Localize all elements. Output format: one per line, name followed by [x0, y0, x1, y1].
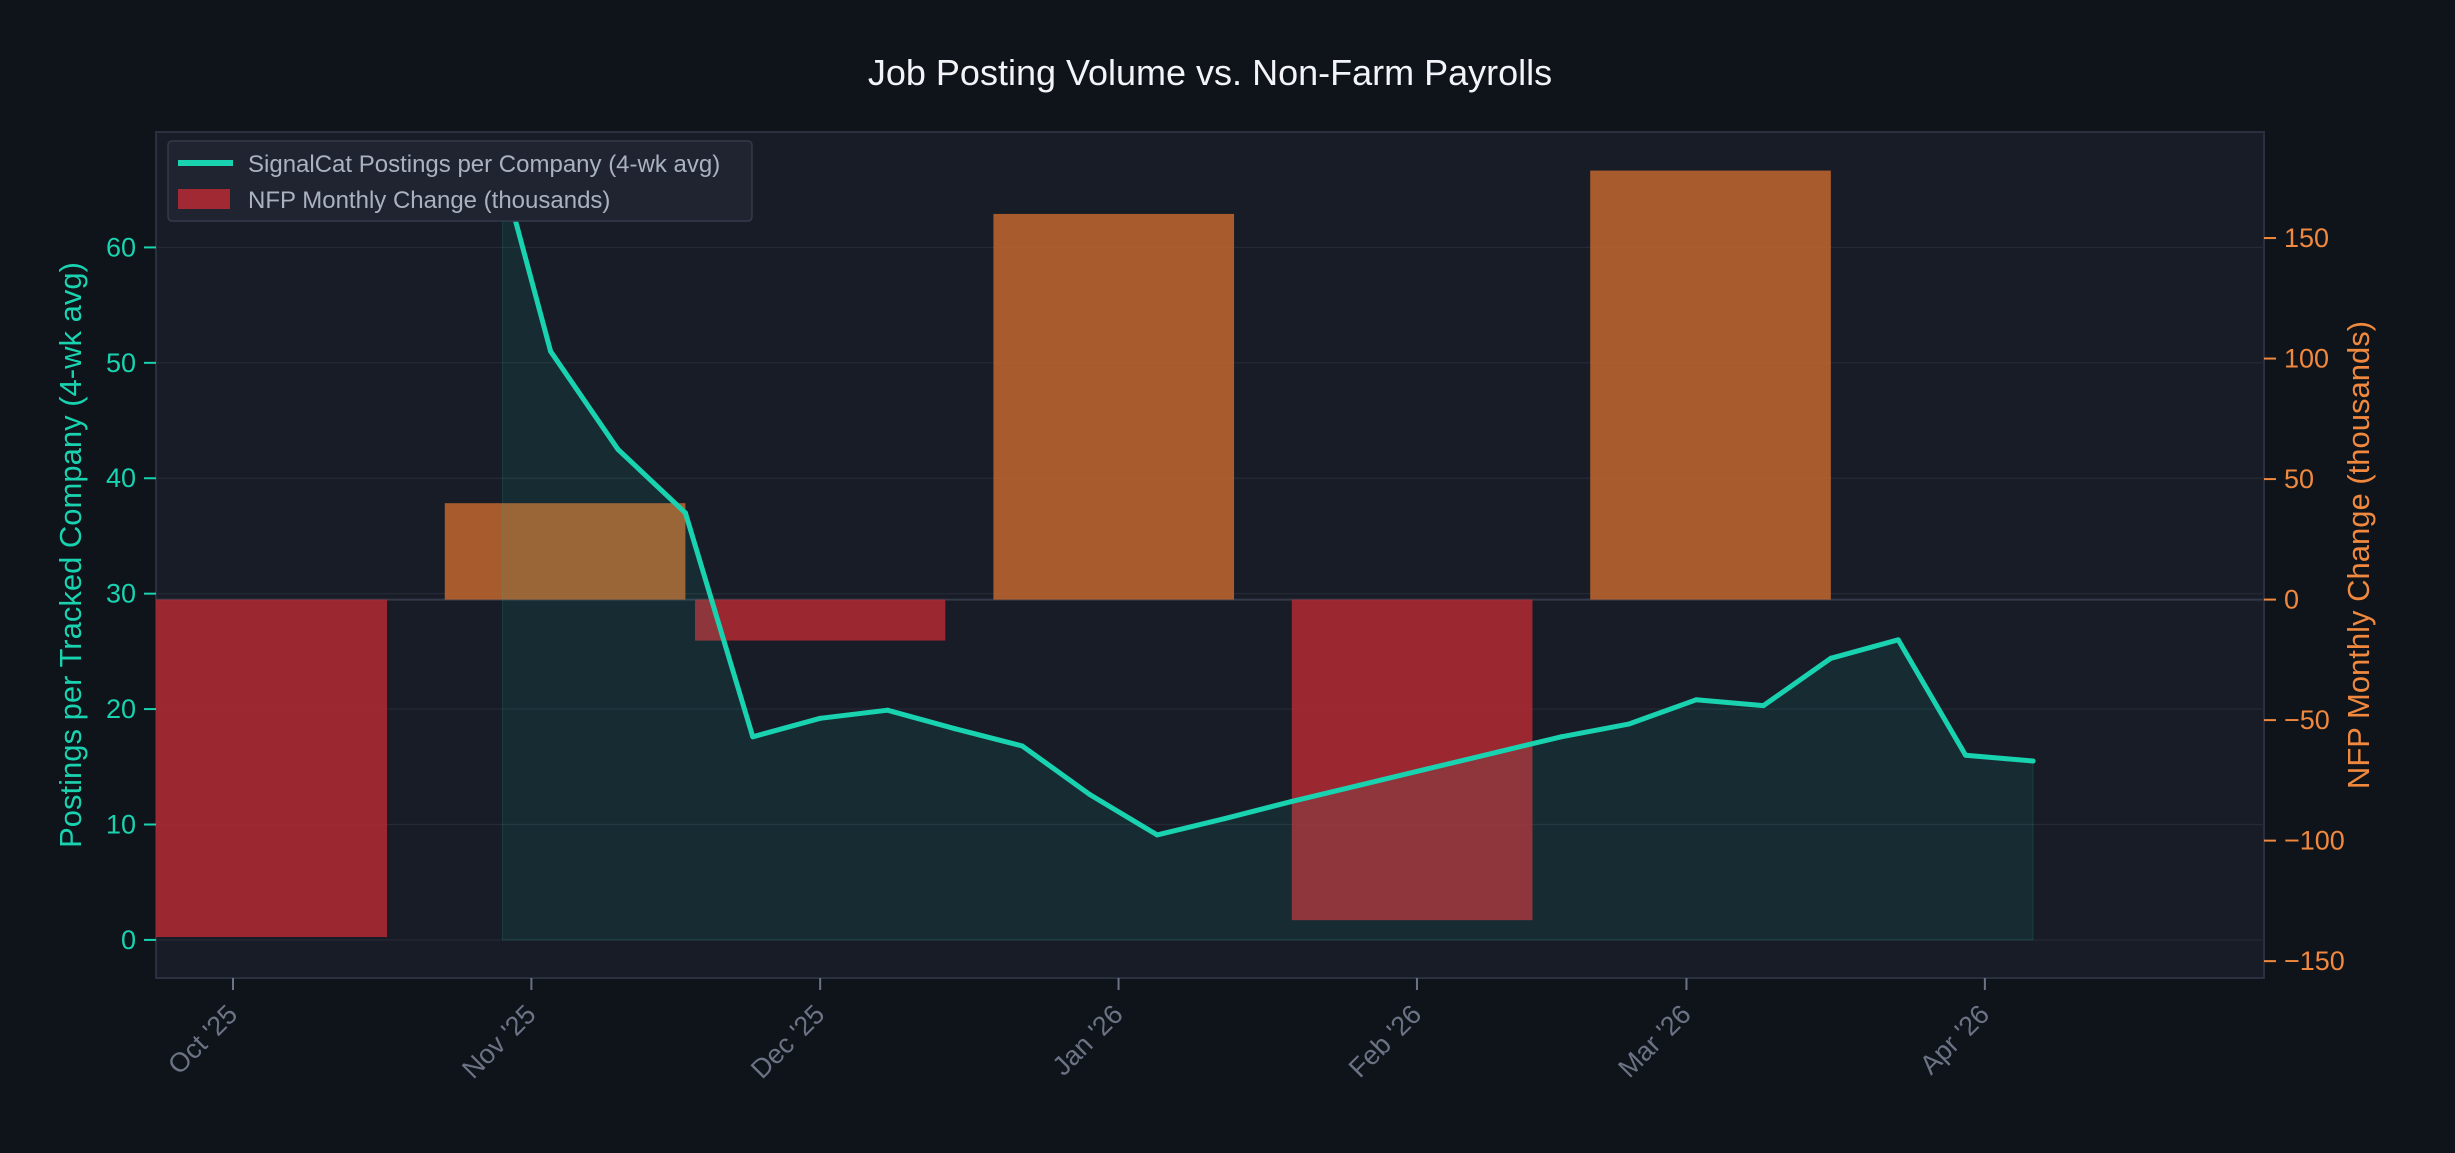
x-tick-label: Jan '26 [1047, 999, 1129, 1081]
postings-line-group [500, 169, 2036, 838]
x-tick-label: Nov '25 [456, 999, 541, 1084]
postings-point [750, 734, 756, 740]
nfp-bars [156, 170, 1831, 938]
left-tick-label: 20 [106, 694, 136, 724]
x-tick-label: Oct '25 [162, 999, 243, 1080]
nfp-bar [156, 599, 388, 938]
postings-point [682, 510, 688, 516]
postings-point [1019, 743, 1025, 749]
right-tick-label: 150 [2284, 223, 2329, 253]
x-axis: Oct '25 Nov '25 Dec '25 Jan '26 Feb '26 Mar '… [162, 978, 1995, 1084]
postings-point [615, 446, 621, 452]
postings-point [1760, 703, 1766, 709]
right-tick-label: −100 [2284, 826, 2345, 856]
x-tick-label: Apr '26 [1914, 999, 1995, 1080]
x-tick-label: Dec '25 [745, 999, 830, 1084]
right-axis-label: NFP Monthly Change (thousands) [2341, 321, 2376, 789]
x-tick-label: Feb '26 [1343, 999, 1427, 1083]
nfp-bar [1590, 170, 1831, 600]
postings-point [1221, 816, 1227, 822]
postings-point [2030, 758, 2036, 764]
legend-bar-label: NFP Monthly Change (thousands) [248, 187, 610, 214]
postings-point [1424, 766, 1430, 772]
legend-box [167, 140, 753, 222]
postings-point [548, 348, 554, 354]
legend-line-label: SignalCat Postings per Company (4-wk avg… [248, 151, 720, 178]
postings-point [952, 726, 958, 732]
right-axis: 150 100 50 0 −50 −100 −150 [2264, 223, 2345, 976]
postings-point [1963, 752, 1969, 758]
postings-point [1154, 832, 1160, 838]
right-tick-label: 0 [2284, 585, 2299, 615]
postings-point [1693, 697, 1699, 703]
left-tick-label: 40 [106, 463, 136, 493]
chart-title: Job Posting Volume vs. Non-Farm Payrolls [868, 52, 1552, 93]
postings-point [1895, 637, 1901, 643]
right-tick-label: −150 [2284, 946, 2345, 976]
left-axis: 0 10 20 30 40 50 60 [106, 232, 156, 955]
left-axis-label: Postings per Tracked Company (4-wk avg) [53, 262, 88, 848]
nfp-bar [695, 599, 946, 641]
right-tick-label: −50 [2284, 705, 2330, 735]
postings-point [1087, 791, 1093, 797]
postings-point [1289, 798, 1295, 804]
nfp-bar [993, 213, 1235, 600]
right-tick-label: 100 [2284, 344, 2329, 374]
postings-point [1558, 734, 1564, 740]
x-tick-label: Mar '26 [1612, 999, 1696, 1083]
nfp-bar [1291, 599, 1533, 921]
right-tick-label: 50 [2284, 464, 2314, 494]
postings-point [1356, 782, 1362, 788]
nfp-bar [444, 503, 686, 600]
postings-point [885, 707, 891, 713]
left-tick-label: 0 [121, 925, 136, 955]
postings-point [1491, 750, 1497, 756]
left-tick-label: 10 [106, 809, 136, 839]
legend: SignalCat Postings per Company (4-wk avg… [167, 140, 753, 222]
postings-line [500, 169, 2036, 838]
legend-bar-swatch [178, 189, 230, 209]
postings-point [1626, 721, 1632, 727]
postings-point [817, 715, 823, 721]
left-tick-label: 30 [106, 579, 136, 609]
left-tick-label: 50 [106, 348, 136, 378]
postings-point [1828, 655, 1834, 661]
left-tick-label: 60 [106, 232, 136, 262]
